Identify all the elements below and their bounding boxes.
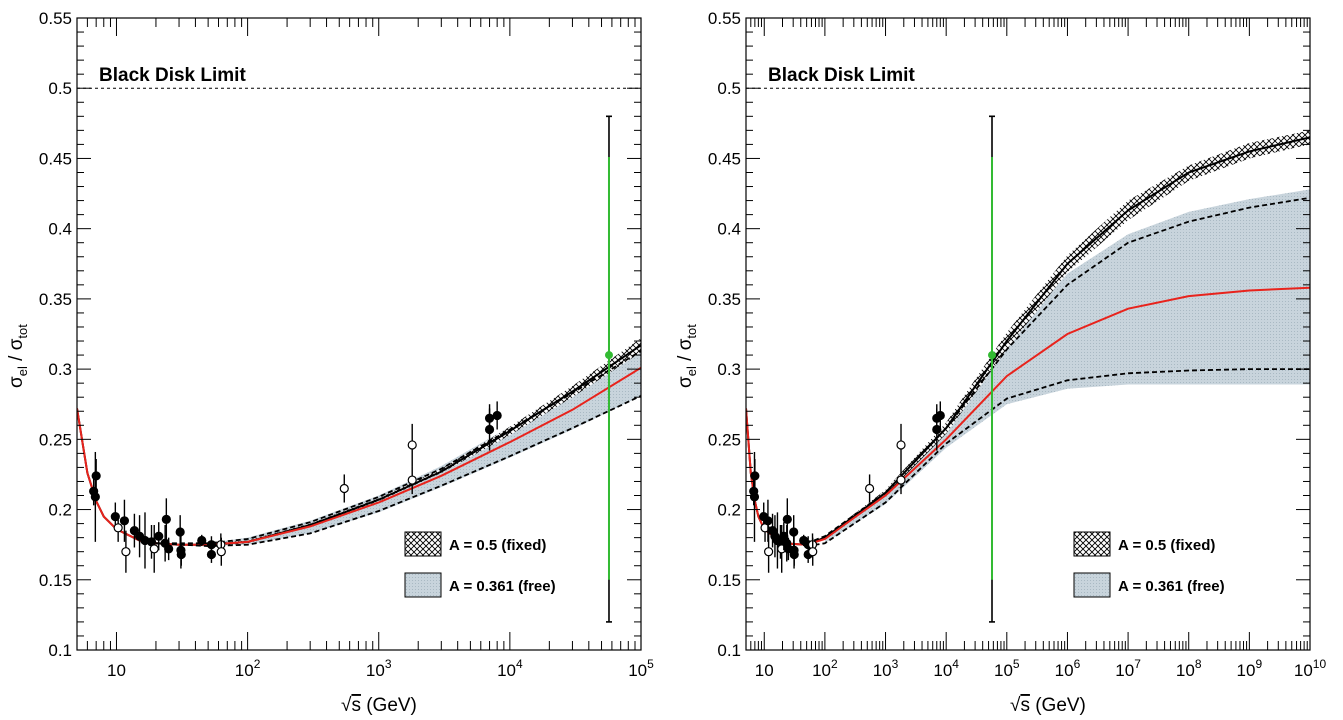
series-line-1 bbox=[77, 366, 641, 546]
x-tick-label: 108 bbox=[1176, 657, 1202, 680]
data-point bbox=[763, 516, 773, 526]
data-point bbox=[129, 526, 140, 536]
x-axis-title: √s (GeV) bbox=[341, 695, 417, 716]
y-tick-label: 0.55 bbox=[708, 9, 741, 28]
data-point bbox=[407, 475, 417, 485]
data-point bbox=[808, 547, 818, 557]
x-axis-title: √s (GeV) bbox=[1010, 695, 1086, 716]
series-line-2 bbox=[155, 350, 641, 545]
data-point bbox=[90, 492, 100, 502]
chart-panel-1: 0.1 0.15 0.2 0.25 0.3 0.35 0.4 0.45 0.5 0.55 10 102… bbox=[6, 9, 654, 716]
data-point bbox=[113, 523, 123, 533]
legend-label-free: A = 0.361 (free) bbox=[1118, 578, 1225, 595]
data-point bbox=[896, 440, 906, 450]
legend-swatch-free bbox=[404, 572, 442, 598]
y-tick-label: 0.15 bbox=[708, 571, 741, 590]
data-point bbox=[339, 483, 349, 494]
y-tick-label: 0.5 bbox=[48, 79, 72, 98]
x-tick-label: 105 bbox=[994, 657, 1020, 680]
y-axis-title: σel / σtot bbox=[6, 324, 30, 388]
y-tick-label: 0.1 bbox=[717, 641, 741, 660]
data-point bbox=[896, 475, 906, 485]
data-point bbox=[91, 471, 101, 481]
x-tick-label: 10 bbox=[107, 661, 126, 680]
green-point bbox=[604, 351, 613, 360]
black-disk-label: Black Disk Limit bbox=[99, 65, 246, 86]
y-tick-label: 0.25 bbox=[708, 430, 741, 449]
plot-frame bbox=[745, 17, 1311, 651]
data-point bbox=[154, 531, 164, 541]
x-tick-label: 103 bbox=[873, 657, 899, 680]
series-line-1 bbox=[746, 286, 1310, 546]
green-point bbox=[988, 351, 997, 360]
x-tick-label: 10 bbox=[755, 661, 774, 680]
x-tick-label: 105 bbox=[628, 657, 654, 680]
legend-swatch-fixed bbox=[1073, 531, 1111, 557]
data-point bbox=[782, 514, 792, 524]
data-point bbox=[935, 410, 945, 421]
x-tick-label: 106 bbox=[1055, 657, 1081, 680]
plot-area bbox=[77, 87, 641, 623]
series-line-2 bbox=[806, 196, 1310, 545]
plot-frame bbox=[76, 17, 642, 651]
data-point bbox=[149, 544, 159, 554]
y-tick-label: 0.5 bbox=[717, 79, 741, 98]
data-point bbox=[175, 527, 185, 537]
legend-label-free: A = 0.361 (free) bbox=[449, 578, 556, 595]
y-tick-label: 0.4 bbox=[717, 220, 741, 239]
legend-swatch-fixed bbox=[404, 531, 442, 557]
data-point bbox=[119, 516, 130, 526]
y-tick-label: 0.2 bbox=[717, 501, 741, 520]
data-point bbox=[176, 549, 186, 560]
x-tick-label: 104 bbox=[933, 657, 959, 680]
y-tick-label: 0.35 bbox=[708, 290, 741, 309]
y-tick-label: 0.3 bbox=[717, 360, 741, 379]
fixed-fit-band bbox=[208, 338, 641, 547]
data-point bbox=[197, 535, 207, 546]
black-disk-label: Black Disk Limit bbox=[768, 65, 915, 86]
legend-label-fixed: A = 0.5 (fixed) bbox=[1118, 537, 1215, 554]
data-point bbox=[206, 540, 217, 550]
x-tick-label: 102 bbox=[235, 657, 261, 680]
y-tick-label: 0.1 bbox=[48, 641, 72, 660]
y-tick-label: 0.15 bbox=[39, 571, 72, 590]
plot-area bbox=[746, 87, 1310, 623]
x-tick-label: 109 bbox=[1237, 657, 1263, 680]
y-tick-label: 0.35 bbox=[39, 290, 72, 309]
chart-panel-2: 0.1 0.15 0.2 0.25 0.3 0.35 0.4 0.45 0.5 0.55 10 102… bbox=[675, 9, 1326, 716]
y-axis-title: σel / σtot bbox=[675, 324, 699, 388]
y-tick-label: 0.3 bbox=[48, 360, 72, 379]
y-tick-label: 0.2 bbox=[48, 501, 72, 520]
x-tick-label: 107 bbox=[1115, 657, 1141, 680]
free-fit-band bbox=[208, 349, 641, 547]
data-point bbox=[121, 547, 131, 557]
data-point bbox=[492, 410, 502, 421]
x-tick-label: 103 bbox=[366, 657, 392, 680]
data-point bbox=[110, 511, 120, 522]
data-point bbox=[407, 440, 417, 450]
legend-swatch-free bbox=[1073, 572, 1111, 598]
data-point bbox=[164, 544, 174, 554]
data-point bbox=[161, 514, 171, 524]
x-tick-label: 102 bbox=[812, 657, 838, 680]
y-tick-label: 0.55 bbox=[39, 9, 72, 28]
data-point bbox=[749, 492, 760, 502]
data-point bbox=[484, 413, 495, 423]
y-tick-label: 0.25 bbox=[39, 430, 72, 449]
legend-label-fixed: A = 0.5 (fixed) bbox=[449, 537, 546, 554]
data-point bbox=[216, 547, 226, 557]
y-tick-label: 0.4 bbox=[48, 220, 72, 239]
data-point bbox=[789, 549, 799, 560]
y-tick-label: 0.45 bbox=[39, 149, 72, 168]
free-fit-band bbox=[824, 189, 1310, 544]
y-tick-label: 0.45 bbox=[708, 149, 741, 168]
x-tick-label: 1010 bbox=[1294, 657, 1327, 680]
x-tick-label: 104 bbox=[497, 657, 523, 680]
series-line-3 bbox=[806, 368, 1310, 547]
data-point bbox=[864, 483, 875, 494]
data-point bbox=[764, 547, 774, 557]
